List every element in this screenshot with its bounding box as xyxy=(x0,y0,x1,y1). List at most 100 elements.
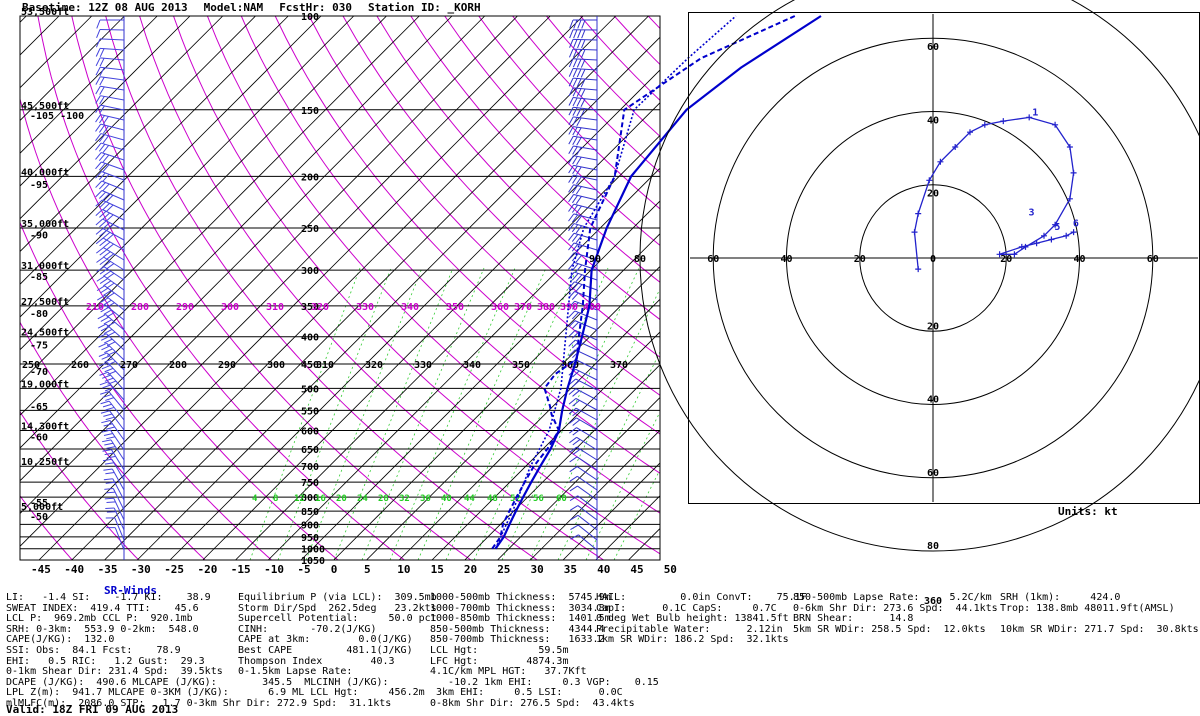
pressure-label: 700 xyxy=(301,462,319,473)
wind-barb xyxy=(100,410,125,431)
mixing-ratio-label: 60 xyxy=(556,494,567,504)
height-label: 53,500ft xyxy=(21,7,69,18)
theta-label: 280 xyxy=(169,360,187,371)
wind-barb xyxy=(102,458,125,481)
wind-barb xyxy=(568,388,598,401)
wind-barb xyxy=(99,381,125,401)
theta-label: 360 xyxy=(491,302,509,313)
height-label: 19,000ft xyxy=(21,379,69,390)
fcsthr-label: FcstHr: 030 xyxy=(279,1,353,14)
wind-barb xyxy=(106,527,125,551)
wind-barb xyxy=(568,126,598,136)
wind-barb xyxy=(104,497,125,521)
pressure-label: 600 xyxy=(301,427,319,438)
wind-barb xyxy=(569,19,597,29)
temp-tick-label: 50 xyxy=(664,563,677,576)
wind-barb xyxy=(568,378,598,391)
wind-barb xyxy=(569,456,598,471)
wind-barb xyxy=(569,29,598,39)
mixing-ratio-line xyxy=(501,267,640,560)
temp-tick-label: 45 xyxy=(630,563,643,576)
wind-barb xyxy=(568,349,598,361)
mixing-ratio-line xyxy=(305,267,423,560)
isotherm-line xyxy=(104,16,649,560)
dry-adiabat-line xyxy=(37,16,405,560)
wind-barb xyxy=(570,534,598,551)
wind-barb xyxy=(568,271,598,282)
dry-adiabat-line xyxy=(376,16,660,321)
wind-barb xyxy=(96,256,125,271)
mixing-ratio-label: 24 xyxy=(357,494,368,504)
wind-barb xyxy=(568,397,598,411)
theta-label: 340 xyxy=(463,360,481,371)
wind-barb xyxy=(95,76,125,86)
mixing-ratio-line xyxy=(277,267,392,560)
isotherm-line xyxy=(20,16,420,416)
height-label: 45,500ft xyxy=(21,101,69,112)
temp-tick-label: -10 xyxy=(264,563,284,576)
wind-barb xyxy=(95,152,125,163)
mixing-ratio-line xyxy=(249,267,361,560)
wind-barb xyxy=(101,419,125,441)
wind-barb xyxy=(568,232,598,243)
wind-barb xyxy=(102,449,125,471)
height-label: 27,500ft xyxy=(21,297,69,308)
wind-barb xyxy=(95,95,125,105)
parcel-profile-line xyxy=(494,15,737,550)
sr-winds-label: SR-Winds xyxy=(104,584,157,597)
wind-barb xyxy=(568,116,598,127)
hodograph-units-label: Units: kt xyxy=(1058,505,1118,518)
pressure-label: 250 xyxy=(301,224,319,235)
left-temp-label: -90 xyxy=(30,231,48,242)
mixing-ratio-label: 40 xyxy=(441,494,452,504)
dry-adiabat-line xyxy=(206,16,660,514)
dry-adiabat-line xyxy=(308,16,660,396)
height-label: 31,000ft xyxy=(21,261,69,272)
left-temp-label: -65 xyxy=(30,402,48,413)
temp-tick-label: -40 xyxy=(64,563,84,576)
isotherm-line xyxy=(464,364,660,560)
theta-label: 290 xyxy=(218,360,236,371)
dry-adiabat-line xyxy=(20,495,73,560)
wind-barb xyxy=(568,135,598,146)
temperature-profile-line xyxy=(494,15,822,550)
theta-label: 280 xyxy=(131,302,149,313)
wind-barb xyxy=(568,310,598,321)
wind-barb xyxy=(568,242,598,253)
wind-barb xyxy=(568,407,598,421)
dry-adiabat-line xyxy=(105,16,538,560)
theta-label: 310 xyxy=(316,360,334,371)
isotherm-line xyxy=(529,429,660,560)
indices-col5: 850-500mb Lapse Rate: 5.2C/km 0-6km Shr … xyxy=(793,592,998,635)
wind-barb xyxy=(569,495,598,511)
wind-barb xyxy=(568,67,598,78)
isotherm-line xyxy=(20,16,518,515)
wind-barb xyxy=(568,145,598,156)
pressure-label: 400 xyxy=(301,333,319,344)
wind-barb xyxy=(568,213,598,224)
wind-barb xyxy=(95,161,125,172)
theta-label: 400 xyxy=(583,302,601,313)
wind-barb xyxy=(570,524,598,541)
theta-label: 390 xyxy=(560,302,578,313)
temp-tick-label: -5 xyxy=(297,563,310,576)
wind-barb xyxy=(95,199,125,212)
wind-barb xyxy=(569,38,598,49)
theta-label: 310 xyxy=(266,302,284,313)
wind-barb xyxy=(97,294,125,311)
wind-barb xyxy=(95,237,125,251)
theta-label: 330 xyxy=(414,360,432,371)
wind-barb xyxy=(95,142,125,153)
isotherm-line xyxy=(20,16,387,384)
mixing-ratio-label: 4 xyxy=(252,494,258,504)
basetime-label: Basetime: 12Z 08 AUG 2013 xyxy=(22,1,188,14)
wind-barb xyxy=(568,252,598,263)
theta-label: 290 xyxy=(176,302,194,313)
isotherm-line xyxy=(333,233,660,560)
left-temp-label: -80 xyxy=(30,309,48,320)
wind-barb xyxy=(569,466,598,481)
wind-barb xyxy=(568,58,598,68)
isotherm-line xyxy=(20,16,486,482)
height-label: 5,000ft xyxy=(21,502,63,513)
